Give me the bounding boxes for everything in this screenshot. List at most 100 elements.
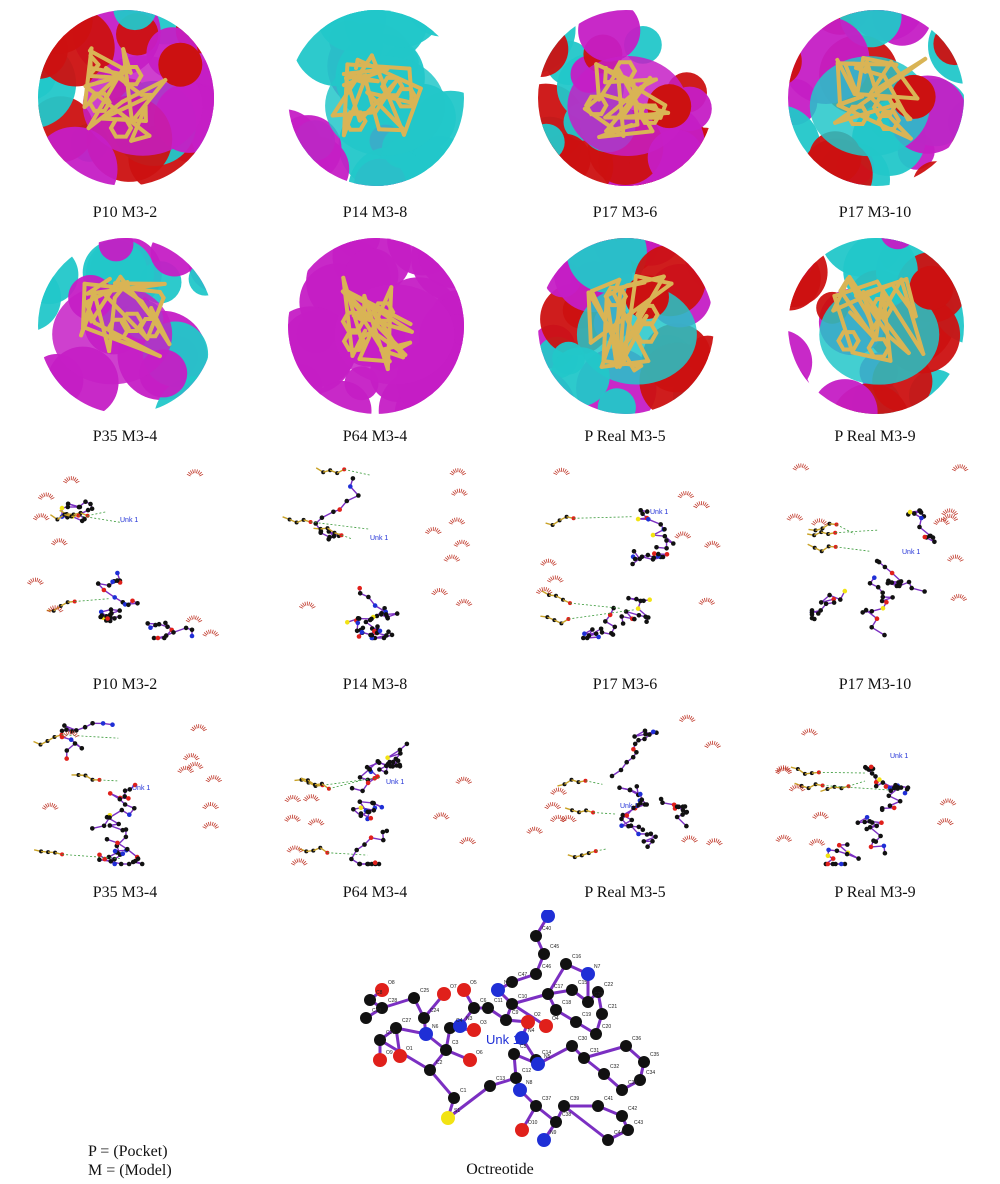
- atom-n6: [419, 1027, 433, 1041]
- ligand-atom: [354, 847, 359, 853]
- hydrophobic-contact: [674, 531, 692, 539]
- ligand-atom: [365, 780, 371, 786]
- contact-tick: [691, 836, 695, 841]
- ligand-atom: [873, 779, 879, 785]
- atom-o6: [463, 1053, 477, 1067]
- atom-n1: [491, 983, 505, 997]
- contact-tick: [795, 513, 798, 518]
- atom-n3: [453, 1019, 467, 1033]
- ligand-atom: [674, 814, 680, 820]
- contact-tick: [319, 821, 324, 825]
- ligand-atom: [863, 607, 869, 613]
- ligand-bond: [379, 348, 406, 360]
- ligand-atom: [90, 721, 95, 726]
- atom-label: C12: [522, 1068, 531, 1074]
- ligand-atom: [68, 737, 74, 742]
- residue-atom: [312, 782, 317, 787]
- ligplot-diagram: Unk 1: [27, 469, 220, 641]
- residue-atom: [318, 526, 323, 531]
- atom-o8: [375, 983, 389, 997]
- ligand-atom: [917, 524, 922, 530]
- contact-tick: [459, 841, 464, 845]
- hbond: [822, 785, 890, 791]
- ligand-label: Unk 1: [132, 785, 150, 792]
- ligand-label: Unk 1: [620, 803, 638, 810]
- contact-tick: [214, 806, 219, 810]
- panel-ligplot-2: Unk 1 P14 M3-8: [250, 452, 500, 696]
- ligand-sticks: [340, 275, 414, 372]
- ligand-atom: [135, 601, 140, 606]
- ligand-atom: [867, 581, 873, 586]
- ligand-atom: [680, 812, 685, 817]
- hydrophobic-contact: [801, 728, 818, 736]
- contact-tick: [951, 596, 956, 600]
- ligplot-diagram: Unk 1: [535, 467, 721, 641]
- atom-label: C43: [634, 1120, 643, 1126]
- hydrophobic-contact: [459, 837, 476, 845]
- hydrophobic-contact: [299, 601, 316, 609]
- surface-clip: [538, 10, 714, 186]
- contact-tick: [545, 587, 548, 592]
- ligand-bond: [365, 90, 407, 133]
- ligand-atom: [644, 509, 650, 514]
- ligplot-diagram: Unk 1: [526, 714, 723, 860]
- panel-caption: P10 M3-2: [92, 676, 158, 693]
- contact-tick: [561, 817, 566, 821]
- ligand-atom: [640, 827, 646, 832]
- ligand-atom: [617, 785, 622, 790]
- contact-tick: [199, 724, 202, 729]
- ligand-atom: [125, 846, 130, 852]
- contact-tick: [527, 829, 532, 833]
- contact-tick: [562, 468, 565, 473]
- atom-label: N10: [554, 910, 563, 912]
- ligand-atom: [877, 777, 882, 782]
- hydrophobic-contact: [811, 518, 828, 526]
- ligand-atom: [366, 809, 372, 815]
- ligand-atom: [647, 732, 652, 737]
- contact-tick: [688, 492, 692, 496]
- ligand-atom: [930, 535, 936, 540]
- ligand-atom: [132, 782, 138, 788]
- contact-tick: [198, 471, 202, 476]
- ligand-atom: [313, 521, 318, 526]
- contact-tick: [63, 542, 68, 546]
- atom-label: C6: [480, 998, 487, 1004]
- hydrophobic-contact: [432, 812, 450, 820]
- ligand-atom: [123, 827, 129, 832]
- ligand-atom: [644, 832, 650, 837]
- ligand-atom: [632, 741, 638, 747]
- contact-tick: [460, 839, 465, 843]
- panel-caption: P17 M3-6: [592, 676, 658, 693]
- legend: P = (Pocket) M = (Model): [88, 1142, 172, 1180]
- contact-tick: [709, 741, 712, 746]
- ligand-atom: [844, 851, 850, 857]
- ligand-atom: [638, 598, 643, 604]
- contact-tick: [195, 757, 200, 761]
- atom-label: C42: [628, 1106, 637, 1112]
- ligand-bond: [85, 276, 112, 296]
- ligand-atom: [358, 805, 364, 811]
- contact-tick: [556, 804, 560, 808]
- ligand-atom: [97, 852, 102, 858]
- atom-n9: [537, 1133, 551, 1147]
- contact-tick: [180, 766, 184, 771]
- ligand-atom: [632, 734, 637, 739]
- ligand-atom: [384, 763, 389, 769]
- atom-c28: [376, 1002, 388, 1014]
- contact-tick: [962, 596, 966, 600]
- contact-tick: [950, 513, 953, 519]
- ligand-atom: [660, 554, 666, 560]
- contact-tick: [196, 761, 198, 767]
- surface-patch: [597, 388, 636, 414]
- surface-region-red: [909, 265, 954, 310]
- contact-tick: [218, 779, 223, 783]
- contact-tick: [190, 728, 195, 732]
- contact-tick: [824, 816, 829, 819]
- ligplot-diagram: Unk 1: [284, 741, 476, 867]
- atom-label: C9: [512, 1010, 519, 1016]
- ligand-atom: [189, 633, 195, 639]
- contact-tick: [682, 715, 685, 720]
- contact-tick: [942, 818, 945, 823]
- ligand-atom: [156, 621, 162, 627]
- atom-c5: [508, 1048, 520, 1060]
